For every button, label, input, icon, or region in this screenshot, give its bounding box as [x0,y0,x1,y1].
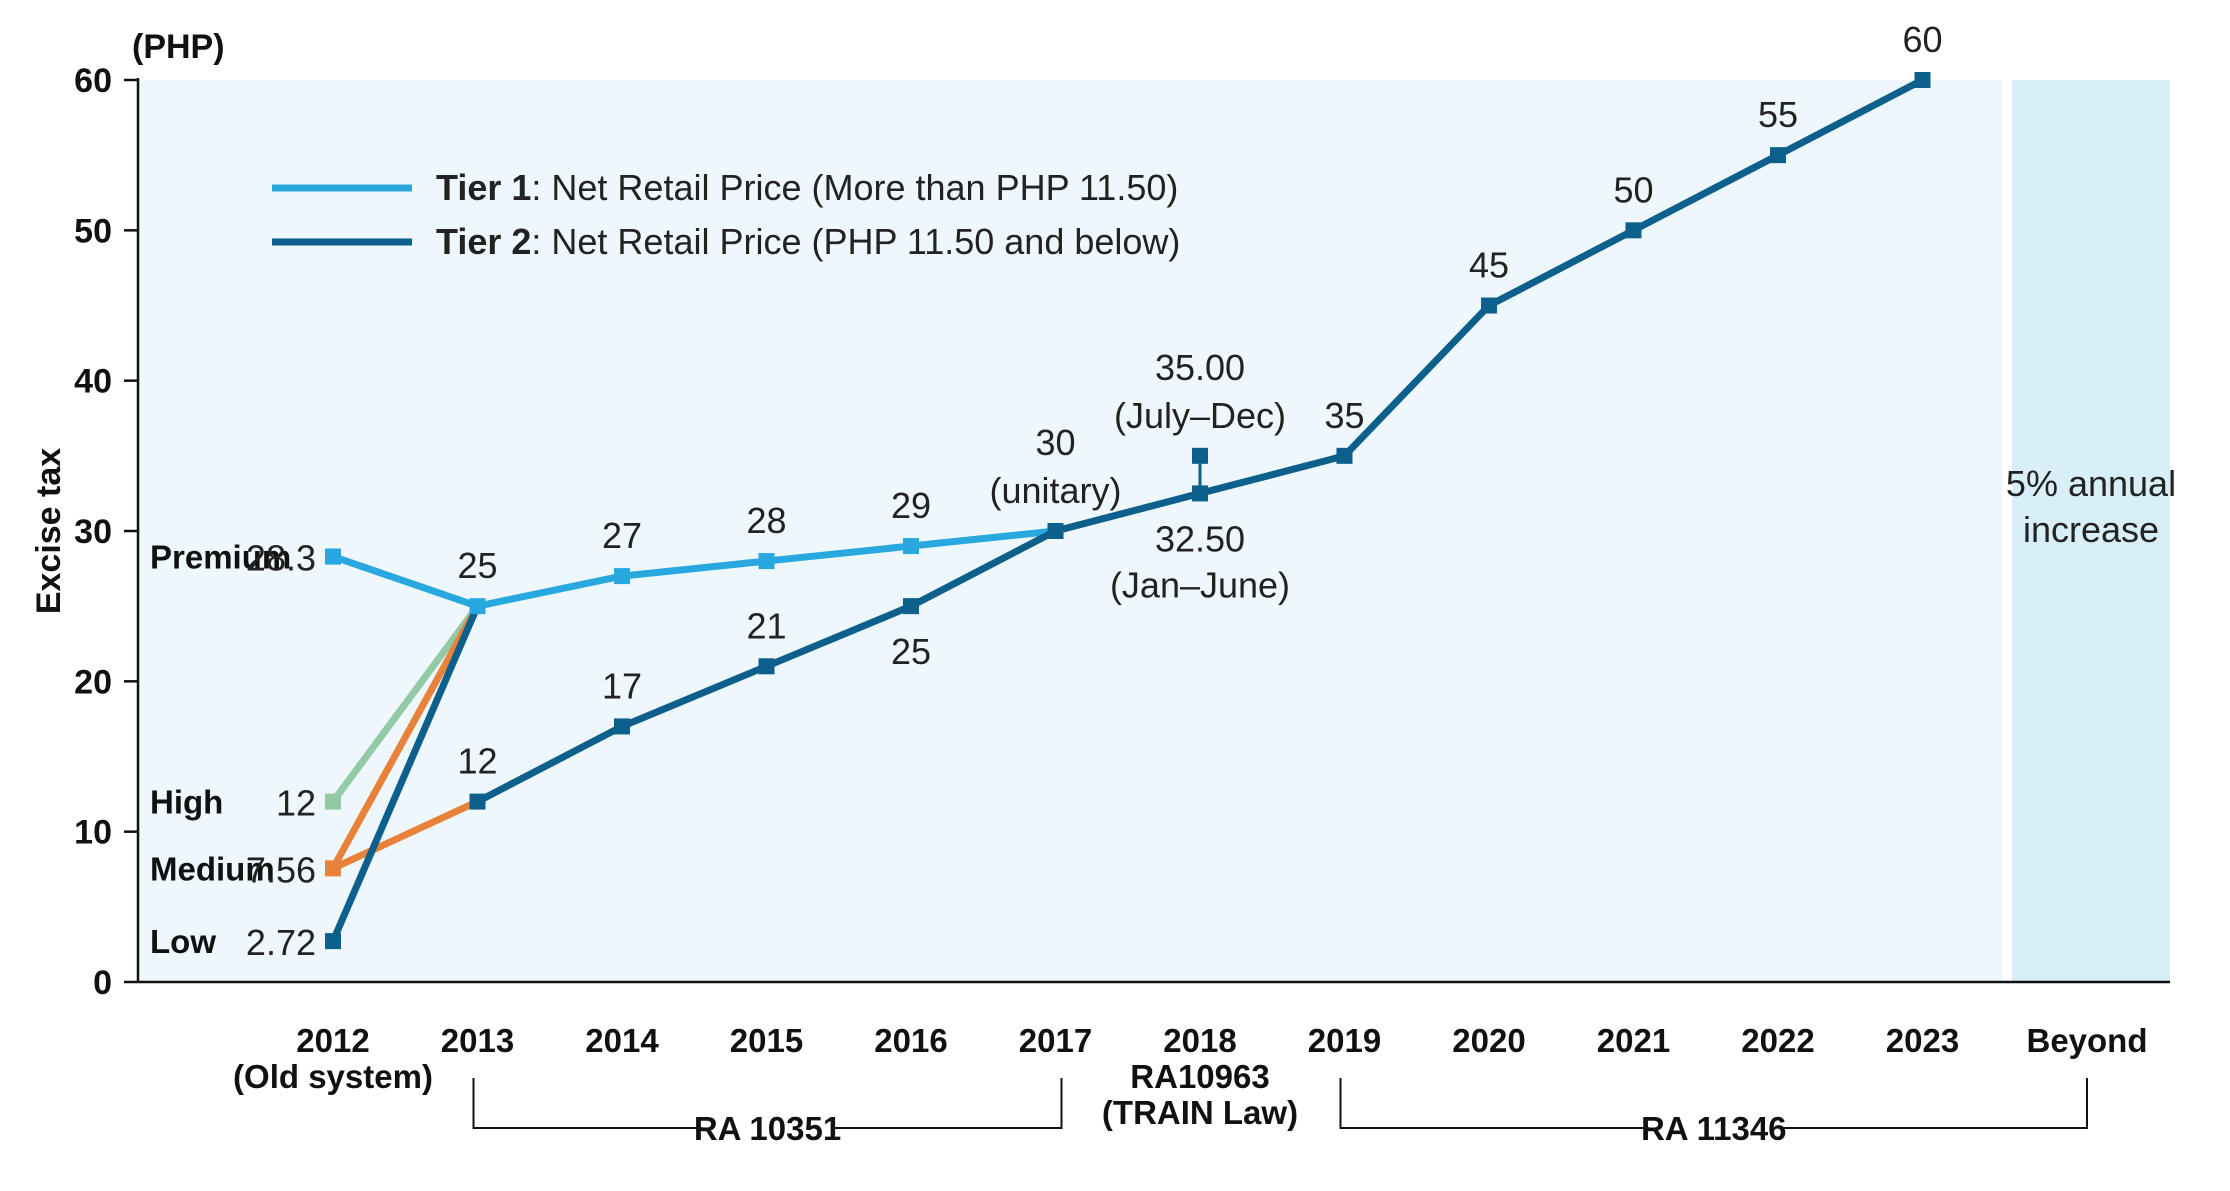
series-line-medium-to-2013-tier-1 [329,604,481,871]
x-tick-label: 2014 [585,1022,659,1059]
series-line-low-to-2013-tier-1 [329,604,481,943]
data-point [325,933,341,950]
data-point [1192,447,1208,464]
data-label: 60 [1902,19,1942,60]
x-tick-label: 2019 [1308,1022,1381,1059]
x-tick-label: 2021 [1597,1022,1670,1059]
x-tick-label: 2022 [1741,1022,1814,1059]
bracket-label: RA 11346 [1641,1110,1787,1147]
category-label-premium: Premium [150,539,291,576]
bracket-right [1778,1078,2088,1129]
y-tick-label: 60 [74,62,112,100]
data-label: 21 [746,605,786,646]
y-axis-title: Excise tax [30,448,68,614]
data-point [903,598,919,615]
data-point [758,658,775,675]
legend-entry-desc: : Net Retail Price (More than PHP 11.50) [531,167,1178,208]
data-label: 17 [602,665,642,706]
data-point [1481,297,1497,314]
plot-background [138,80,2002,982]
bracket-left [1339,1078,1649,1129]
data-point [1192,485,1208,502]
data-point [1336,447,1353,464]
data-label: 25 [891,631,931,672]
data-point [469,793,486,810]
data-label: 12 [457,741,497,782]
x-tick-label: 2023 [1886,1022,1959,1059]
data-point [325,860,341,877]
legend-entry-name: Tier 2 [436,221,531,262]
series-line-medium-to-2013-tier-2 [331,798,479,872]
y-tick-label: 30 [74,513,112,551]
category-value: 28.3 [246,538,316,579]
data-point [1770,147,1786,164]
legend-entry-name: Tier 1 [436,167,531,208]
bracket-left [472,1078,703,1129]
bracket-right [832,1078,1063,1129]
x-tick-label: 2015 [730,1022,803,1059]
data-point [614,568,630,585]
y-tick-label: 50 [74,212,112,250]
category-value: 12 [276,783,316,824]
y-tick-label: 40 [74,363,112,401]
series-line-tier-1 [331,527,1056,610]
data-label: 27 [602,515,642,556]
data-label: (Jan–June) [1110,564,1290,605]
data-point [325,793,341,810]
data-label: (July–Dec) [1114,395,1286,436]
x-tick-label: 2020 [1452,1022,1525,1059]
y-tick-label: 10 [74,814,112,852]
data-label: 35 [1324,395,1364,436]
beyond-region [2012,80,2170,982]
data-point [614,718,630,735]
y-tick-label: 20 [74,663,112,701]
x-tick-sublabel: (Old system) [233,1058,433,1095]
data-point [1047,523,1064,539]
x-tick-label: 2013 [441,1022,514,1059]
x-tick-label: 2012 [296,1022,369,1059]
category-label-high: High [150,784,223,821]
beyond-note: 5% annual [2006,463,2176,504]
data-label: 28 [746,500,786,541]
category-value: 7.56 [246,849,316,890]
beyond-note: increase [2023,509,2159,550]
x-tick-label: 2016 [874,1022,947,1059]
x-tick-sublabel: RA10963 [1130,1058,1269,1095]
data-point [903,538,919,555]
bracket-label: RA 10351 [694,1110,841,1147]
legend-entry-desc: : Net Retail Price (PHP 11.50 and below) [531,221,1180,262]
legend-entry: Tier 2: Net Retail Price (PHP 11.50 and … [436,221,1180,262]
data-label: 55 [1758,94,1798,135]
data-point [1914,72,1931,88]
data-point [758,553,775,570]
x-tick-label: 2018 [1163,1022,1236,1059]
category-value: 2.72 [246,922,316,963]
data-label: 30 [1035,422,1075,463]
y-tick-label: 0 [93,964,112,1002]
data-label: (unitary) [989,470,1121,511]
x-tick-label: Beyond [2026,1022,2147,1059]
x-tick-sublabel: (TRAIN Law) [1102,1094,1298,1131]
data-point [469,598,486,615]
data-label: 45 [1469,245,1509,286]
data-label: 32.50 [1155,518,1245,559]
data-label: 35.00 [1155,347,1245,388]
data-point [1625,222,1642,239]
data-label: 50 [1613,169,1653,210]
category-label-medium: Medium [150,850,275,887]
data-label: 25 [457,545,497,586]
category-label-low: Low [150,923,216,960]
legend-entry: Tier 1: Net Retail Price (More than PHP … [436,167,1178,208]
data-point [325,548,341,565]
data-label: 29 [891,485,931,526]
series-line-high [330,604,481,804]
x-tick-label: 2017 [1019,1022,1092,1059]
unit-label: (PHP) [132,28,225,66]
